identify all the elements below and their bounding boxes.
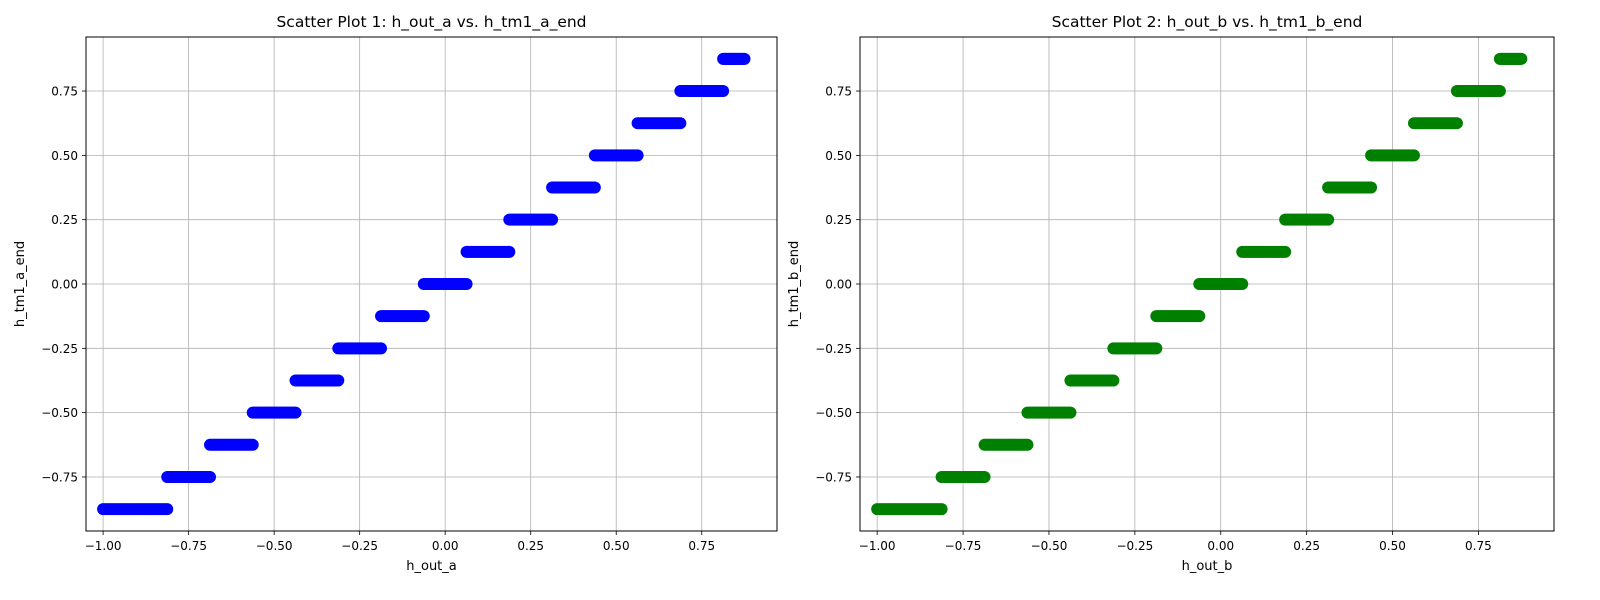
- scatter-point: [588, 181, 601, 194]
- y-tick-label: 0.00: [825, 278, 852, 292]
- x-tick-label: 0.50: [1379, 539, 1406, 553]
- scatter-point: [332, 374, 345, 387]
- scatter-point: [417, 310, 430, 323]
- x-tick-label: −0.75: [170, 539, 207, 553]
- scatter-point: [1107, 374, 1120, 387]
- scatter-point: [717, 85, 730, 98]
- scatter-point: [1365, 181, 1378, 194]
- scatter-point: [1150, 342, 1163, 355]
- y-tick-label: −0.25: [815, 342, 852, 356]
- y-tick-label: −0.75: [41, 470, 78, 484]
- y-tick-label: 0.25: [825, 213, 852, 227]
- x-tick-label: −1.00: [85, 539, 122, 553]
- x-tick-label: −0.25: [1116, 539, 1153, 553]
- scatter-point: [978, 470, 991, 483]
- y-tick-label: 0.75: [51, 85, 78, 99]
- x-tick-label: 0.75: [688, 539, 715, 553]
- y-axis-ticks: −0.75 −0.50 −0.25 0.00 0.25 0.50 0.75: [815, 85, 860, 484]
- x-tick-label: −0.50: [1031, 539, 1068, 553]
- scatter-point: [935, 503, 948, 516]
- x-tick-label: 0.25: [1293, 539, 1320, 553]
- scatter-point: [503, 245, 516, 258]
- x-tick-label: −0.25: [341, 539, 378, 553]
- y-tick-label: 0.25: [51, 213, 78, 227]
- scatter-point: [375, 342, 388, 355]
- scatter-point: [1193, 310, 1206, 323]
- scatter-point: [289, 406, 302, 419]
- data-points: [97, 52, 751, 516]
- y-axis-ticks: −0.75 −0.50 −0.25 0.00 0.25 0.50 0.75: [41, 85, 86, 484]
- x-tick-label: −1.00: [859, 539, 896, 553]
- scatter-point: [246, 438, 259, 451]
- scatter-plot-1: Scatter Plot 1: h_out_a vs. h_tm1_a_end …: [13, 13, 778, 574]
- y-tick-label: −0.50: [41, 406, 78, 420]
- scatter-point: [1493, 85, 1506, 98]
- x-axis-label: h_out_b: [1182, 559, 1233, 574]
- y-tick-label: 0.50: [825, 149, 852, 163]
- x-tick-label: −0.50: [256, 539, 293, 553]
- scatter-point: [738, 52, 751, 65]
- scatter-point: [1236, 278, 1249, 290]
- x-tick-label: 0.25: [517, 539, 544, 553]
- y-tick-label: 0.75: [825, 85, 852, 99]
- scatter-point: [1407, 149, 1420, 162]
- y-tick-label: −0.75: [815, 470, 852, 484]
- x-axis-ticks: −1.00 −0.75 −0.50 −0.25 0.00 0.25 0.50 0.75: [85, 531, 715, 553]
- scatter-point: [460, 278, 473, 290]
- scatter-point: [1021, 438, 1034, 451]
- scatter-point: [631, 149, 644, 162]
- data-points: [871, 52, 1528, 516]
- y-tick-label: 0.00: [51, 278, 78, 292]
- scatter-point: [546, 213, 559, 226]
- x-axis-label: h_out_a: [406, 559, 457, 574]
- x-tick-label: 0.00: [1207, 539, 1234, 553]
- scatter-point: [161, 503, 174, 516]
- scatter-plot-2: Scatter Plot 2: h_out_b vs. h_tm1_b_end …: [787, 13, 1555, 574]
- scatter-point: [674, 117, 687, 130]
- x-tick-label: 0.75: [1465, 539, 1492, 553]
- y-tick-label: 0.50: [51, 149, 78, 163]
- y-tick-label: −0.25: [41, 342, 78, 356]
- chart-title: Scatter Plot 2: h_out_b vs. h_tm1_b_end: [1052, 13, 1363, 32]
- y-axis-label: h_tm1_b_end: [787, 241, 802, 328]
- scatter-point: [1279, 245, 1292, 258]
- x-tick-label: −0.75: [945, 539, 982, 553]
- x-axis-ticks: −1.00 −0.75 −0.50 −0.25 0.00 0.25 0.50 0.75: [859, 531, 1492, 553]
- scatter-point: [1515, 52, 1528, 65]
- y-tick-label: −0.50: [815, 406, 852, 420]
- grid-lines: [860, 37, 1554, 531]
- y-axis-label: h_tm1_a_end: [13, 241, 28, 327]
- x-tick-label: 0.50: [603, 539, 630, 553]
- scatter-point: [204, 470, 217, 483]
- x-tick-label: 0.00: [432, 539, 459, 553]
- scatter-point: [1450, 117, 1463, 130]
- scatter-point: [1064, 406, 1077, 419]
- chart-title: Scatter Plot 1: h_out_a vs. h_tm1_a_end: [276, 13, 586, 32]
- scatter-point: [1322, 213, 1335, 226]
